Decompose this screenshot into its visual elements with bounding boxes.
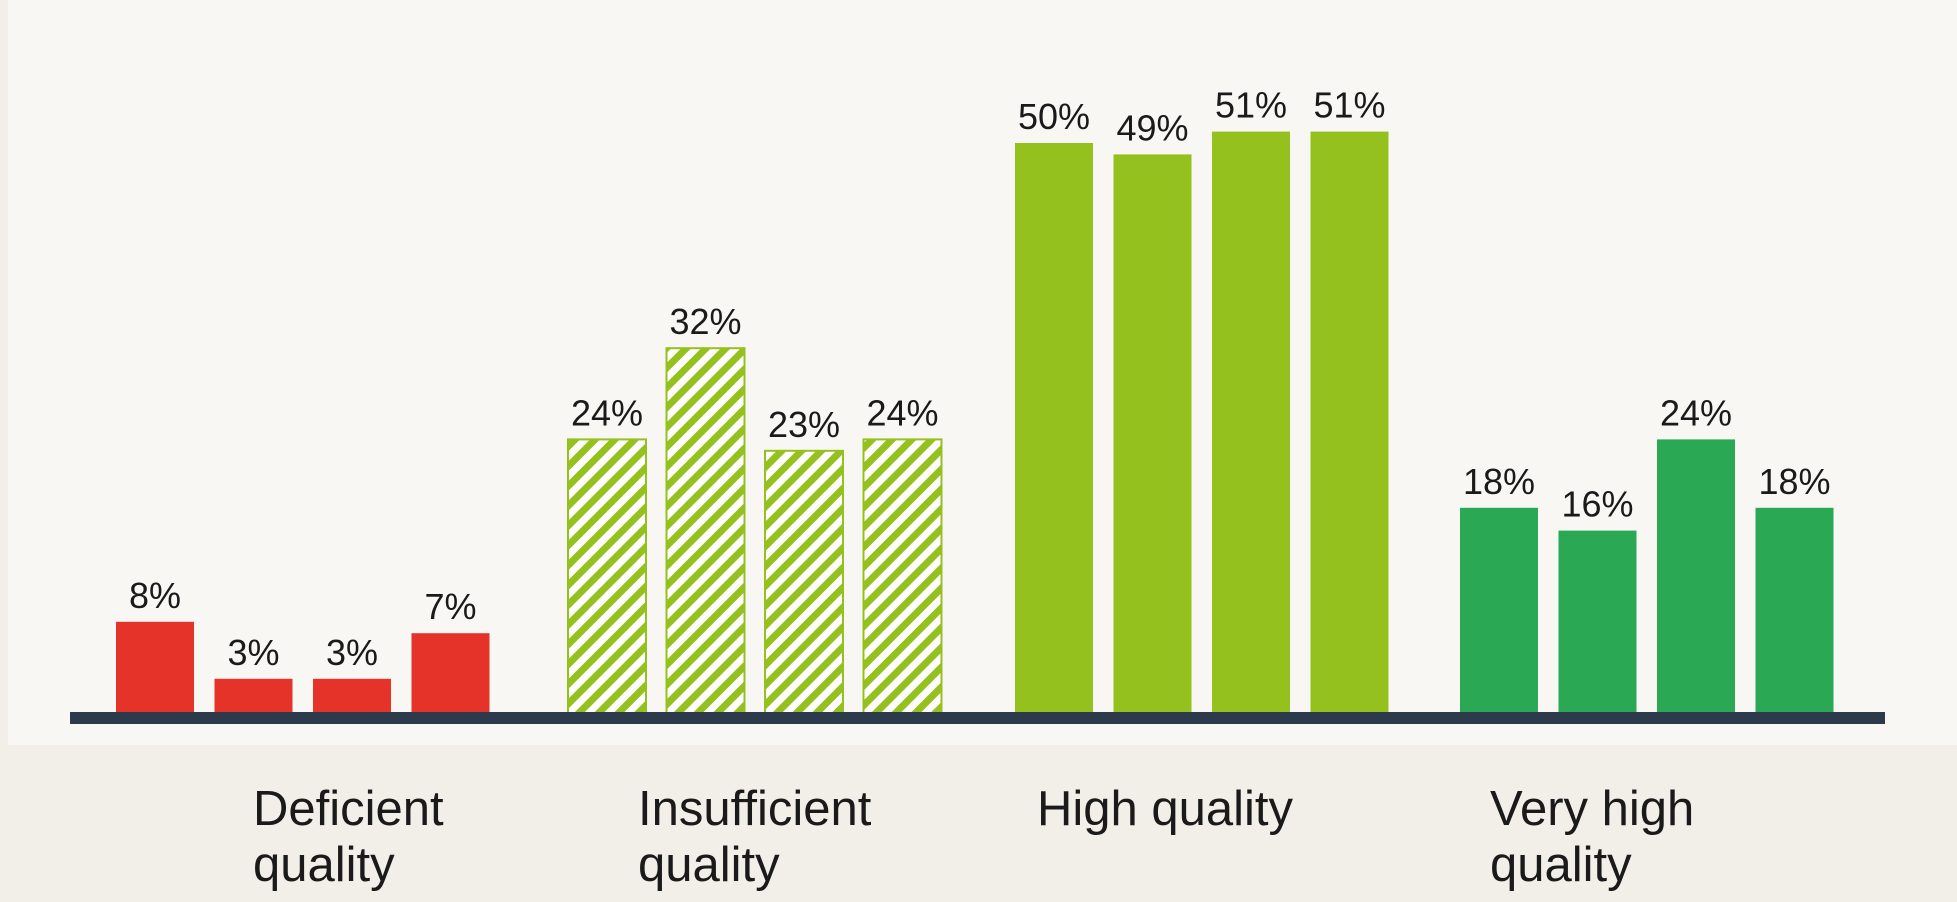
bar-3-4 <box>1310 131 1389 714</box>
bar-1-1 <box>116 621 194 713</box>
bar-3-2 <box>1113 154 1192 713</box>
bar-2-1 <box>567 438 647 714</box>
value-label-1-3: 3% <box>326 632 378 673</box>
category-label-2: Insufficient quality <box>638 782 872 892</box>
category-label-line: High quality <box>1037 782 1294 836</box>
bars-layer <box>116 131 1834 714</box>
value-label-3-1: 50% <box>1018 96 1090 137</box>
value-label-4-1: 18% <box>1463 461 1535 502</box>
bar-1-4 <box>411 633 490 713</box>
value-label-3-2: 49% <box>1116 107 1188 148</box>
bar-2-2 <box>665 347 746 714</box>
value-label-2-3: 23% <box>768 404 840 445</box>
category-label-3: High quality <box>1037 782 1294 836</box>
value-label-2-4: 24% <box>866 392 938 433</box>
bar-4-1 <box>1460 507 1538 713</box>
bar-4-4 <box>1755 507 1834 713</box>
category-label-line: Very high <box>1490 782 1694 836</box>
category-label-line: quality <box>638 838 780 892</box>
category-label-line: quality <box>253 838 395 892</box>
value-label-2-1: 24% <box>571 392 643 433</box>
bar-3-1 <box>1015 143 1093 713</box>
value-label-1-2: 3% <box>227 632 279 673</box>
bar-1-2 <box>214 678 293 713</box>
category-label-line: quality <box>1490 838 1632 892</box>
category-label-4: Very high quality <box>1490 782 1694 892</box>
bar-1-3 <box>313 678 391 713</box>
labels-layer: 8% 3% 3% 7% 24% 32% 23% 24% 50% 49% 51% 51% 18% 16% 24… <box>129 85 1831 673</box>
bar-2-3 <box>764 449 844 714</box>
bar-4-3 <box>1657 439 1735 713</box>
category-label-line: Deficient <box>253 782 444 836</box>
value-label-4-2: 16% <box>1561 484 1633 525</box>
category-label-line: Insufficient <box>638 782 872 836</box>
bar-4-2 <box>1558 530 1637 713</box>
value-label-1-4: 7% <box>424 586 476 627</box>
bar-3-3 <box>1212 131 1290 714</box>
value-label-4-4: 18% <box>1758 461 1830 502</box>
value-label-2-2: 32% <box>669 301 741 342</box>
bar-2-4 <box>862 438 943 714</box>
value-label-1-1: 8% <box>129 575 181 616</box>
value-label-3-3: 51% <box>1215 85 1287 126</box>
value-label-4-3: 24% <box>1660 392 1732 433</box>
category-label-1: Deficient quality <box>253 782 444 892</box>
value-label-3-4: 51% <box>1313 85 1385 126</box>
